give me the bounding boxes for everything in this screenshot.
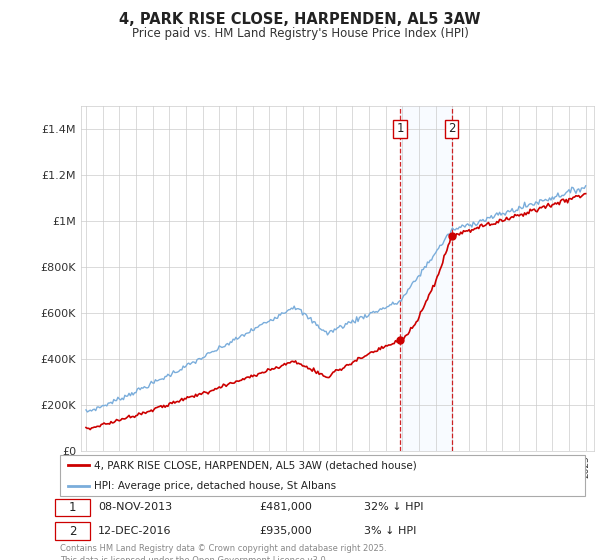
Text: Contains HM Land Registry data © Crown copyright and database right 2025.
This d: Contains HM Land Registry data © Crown c… <box>60 544 386 560</box>
Text: 4, PARK RISE CLOSE, HARPENDEN, AL5 3AW (detached house): 4, PARK RISE CLOSE, HARPENDEN, AL5 3AW (… <box>94 460 417 470</box>
Text: 2: 2 <box>69 525 76 538</box>
Text: 1: 1 <box>69 501 76 514</box>
Text: 12-DEC-2016: 12-DEC-2016 <box>98 526 172 536</box>
Text: 1: 1 <box>396 123 404 136</box>
Text: Price paid vs. HM Land Registry's House Price Index (HPI): Price paid vs. HM Land Registry's House … <box>131 27 469 40</box>
FancyBboxPatch shape <box>55 498 91 516</box>
Text: £935,000: £935,000 <box>260 526 312 536</box>
Text: 32% ↓ HPI: 32% ↓ HPI <box>365 502 424 512</box>
Text: 2: 2 <box>448 123 455 136</box>
Text: 08-NOV-2013: 08-NOV-2013 <box>98 502 172 512</box>
Text: HPI: Average price, detached house, St Albans: HPI: Average price, detached house, St A… <box>94 480 336 491</box>
Text: £481,000: £481,000 <box>260 502 313 512</box>
Text: 4, PARK RISE CLOSE, HARPENDEN, AL5 3AW: 4, PARK RISE CLOSE, HARPENDEN, AL5 3AW <box>119 12 481 27</box>
FancyBboxPatch shape <box>55 522 91 540</box>
FancyBboxPatch shape <box>60 455 585 496</box>
Bar <box>400 106 452 451</box>
Text: 3% ↓ HPI: 3% ↓ HPI <box>365 526 417 536</box>
